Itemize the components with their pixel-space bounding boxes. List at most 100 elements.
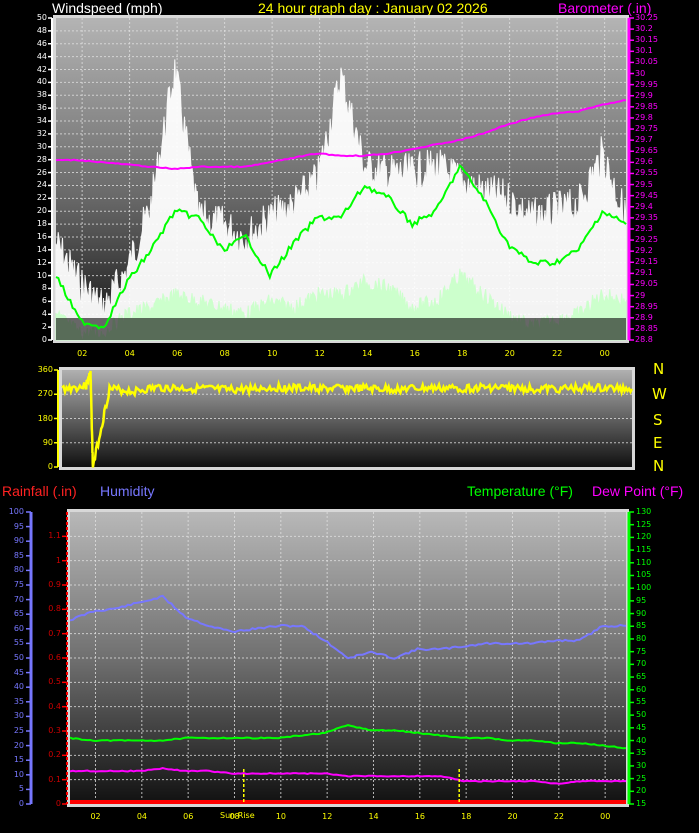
x-tick-22: 22	[553, 812, 564, 821]
temp-tick-90: 90	[636, 608, 647, 618]
x-tick-12: 12	[314, 349, 325, 358]
windspeed-tick-42: 42	[36, 64, 47, 74]
temp-tick-115: 115	[636, 545, 652, 555]
barometer-tick-29.5: 29.5	[635, 179, 653, 189]
x-tick-08: 08	[229, 812, 240, 821]
temp-tick-50: 50	[636, 710, 647, 720]
rainfall-tick-0.5: 0.5	[48, 677, 61, 687]
barometer-tick-28.85: 28.85	[635, 323, 658, 333]
barometer-tick-29.25: 29.25	[635, 235, 658, 245]
rain-humidity-temp-chart	[26, 509, 634, 807]
x-tick-20: 20	[504, 349, 515, 358]
windspeed-tick-14: 14	[36, 244, 47, 254]
windspeed-tick-38: 38	[36, 90, 47, 100]
barometer-tick-29.9: 29.9	[635, 90, 653, 100]
temp-tick-55: 55	[636, 697, 647, 707]
barometer-tick-28.95: 28.95	[635, 301, 658, 311]
temp-tick-120: 120	[636, 532, 652, 542]
x-tick-14: 14	[368, 812, 379, 821]
barometer-tick-30.2: 30.2	[635, 24, 653, 34]
windspeed-tick-44: 44	[36, 51, 47, 61]
windspeed-barometer-chart	[48, 15, 634, 343]
humidity-tick-50: 50	[13, 653, 24, 662]
windspeed-tick-22: 22	[36, 193, 47, 203]
temp-tick-65: 65	[636, 672, 647, 682]
rainfall-tick-0.6: 0.6	[48, 653, 61, 662]
temp-tick-25: 25	[636, 773, 647, 783]
windspeed-tick-36: 36	[36, 103, 47, 113]
windspeed-tick-30: 30	[36, 141, 47, 151]
compass-e: E	[653, 434, 663, 452]
barometer-tick-29.8: 29.8	[635, 112, 653, 122]
barometer-tick-30.15: 30.15	[635, 35, 658, 45]
barometer-tick-29.85: 29.85	[635, 101, 658, 111]
temp-tick-100: 100	[636, 583, 652, 593]
wind-direction-chart	[54, 367, 635, 470]
humidity-tick-5: 5	[18, 784, 24, 794]
barometer-tick-29.3: 29.3	[635, 223, 653, 233]
barometer-tick-29.45: 29.45	[635, 190, 658, 200]
humidity-tick-95: 95	[13, 521, 24, 531]
windspeed-tick-2: 2	[41, 322, 47, 332]
temp-tick-110: 110	[636, 557, 652, 567]
x-tick-02: 02	[77, 349, 88, 358]
humidity-tick-55: 55	[13, 638, 24, 648]
sun-rise-label: Sun Rise	[220, 811, 255, 820]
compass-n-bottom: N	[653, 457, 665, 475]
rainfall-tick-0.9: 0.9	[48, 580, 61, 589]
temp-tick-45: 45	[636, 722, 647, 732]
barometer-tick-29.6: 29.6	[635, 157, 653, 167]
windspeed-tick-18: 18	[36, 219, 47, 229]
temp-tick-130: 130	[636, 507, 652, 516]
x-tick-14: 14	[362, 349, 373, 358]
temp-tick-40: 40	[636, 735, 647, 745]
temp-tick-15: 15	[636, 799, 647, 808]
barometer-tick-29.15: 29.15	[635, 257, 658, 267]
temp-tick-75: 75	[636, 646, 647, 656]
x-tick-16: 16	[409, 349, 420, 358]
rainfall-tick-0.3: 0.3	[48, 726, 61, 735]
windspeed-tick-4: 4	[41, 309, 47, 319]
windspeed-tick-34: 34	[36, 116, 47, 126]
x-tick-20: 20	[507, 812, 518, 821]
x-tick-04: 04	[124, 349, 135, 358]
barometer-tick-30: 30	[635, 68, 646, 78]
windspeed-tick-40: 40	[36, 77, 47, 87]
windspeed-tick-20: 20	[36, 206, 47, 216]
x-tick-04: 04	[136, 812, 147, 821]
humidity-tick-35: 35	[13, 696, 24, 706]
compass-w: W	[652, 385, 667, 403]
temp-tick-60: 60	[636, 684, 647, 694]
direction-tick-270: 270	[37, 389, 53, 399]
humidity-tick-0: 0	[18, 799, 24, 808]
temp-tick-20: 20	[636, 786, 647, 796]
direction-tick-360: 360	[37, 365, 53, 374]
x-tick-16: 16	[414, 812, 425, 821]
barometer-tick-29.95: 29.95	[635, 79, 658, 89]
humidity-tick-90: 90	[13, 536, 24, 546]
barometer-tick-28.9: 28.9	[635, 312, 653, 322]
x-tick-12: 12	[322, 812, 333, 821]
compass-s: S	[653, 411, 663, 429]
windspeed-tick-6: 6	[41, 296, 47, 306]
barometer-tick-30.25: 30.25	[635, 13, 658, 22]
humidity-tick-10: 10	[13, 769, 24, 779]
humidity-tick-20: 20	[13, 740, 24, 750]
barometer-tick-29.1: 29.1	[635, 268, 653, 278]
humidity-tick-25: 25	[13, 726, 24, 735]
humidity-tick-80: 80	[13, 565, 24, 575]
humidity-tick-40: 40	[13, 682, 24, 692]
barometer-tick-30.05: 30.05	[635, 57, 658, 67]
temp-tick-95: 95	[636, 595, 647, 605]
humidity-title: Humidity	[100, 483, 155, 499]
x-tick-00: 00	[599, 349, 610, 358]
x-tick-22: 22	[552, 349, 563, 358]
rainfall-tick-0.8: 0.8	[48, 604, 61, 614]
barometer-tick-29.65: 29.65	[635, 146, 658, 156]
x-tick-10: 10	[275, 812, 286, 821]
x-tick-06: 06	[172, 349, 183, 358]
humidity-tick-75: 75	[13, 580, 24, 589]
windspeed-tick-24: 24	[36, 180, 47, 190]
x-tick-00: 00	[600, 812, 611, 821]
